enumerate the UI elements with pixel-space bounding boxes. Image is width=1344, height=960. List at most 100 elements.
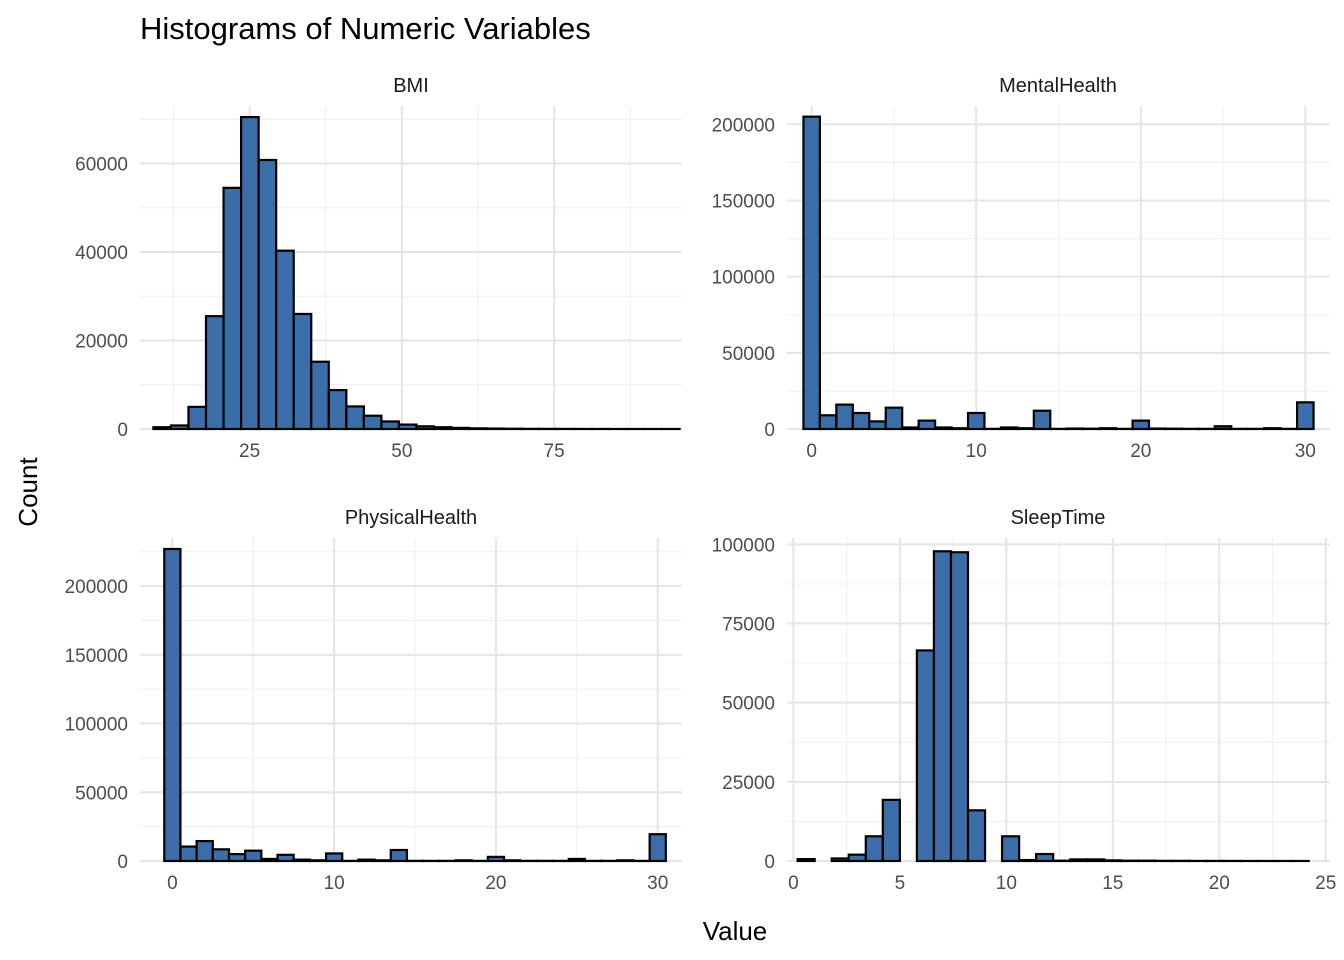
histogram-bar [450, 426, 471, 431]
bars-physicalhealth [163, 547, 667, 863]
histogram-bar [345, 405, 365, 431]
bars-mentalhealth [802, 115, 1315, 431]
y-tick-label: 0 [764, 420, 775, 441]
y-tick-label: 0 [117, 420, 128, 441]
histogram-bar [502, 859, 522, 863]
y-tick-label: 50000 [75, 783, 128, 804]
histogram-bar [163, 547, 182, 863]
y-tick-label: 75000 [722, 615, 775, 636]
histogram-bar [454, 859, 473, 863]
x-tick-label: 30 [647, 873, 668, 894]
histogram-bar [415, 425, 436, 431]
histogram-bar [835, 403, 854, 431]
x-tick-label: 0 [167, 873, 178, 894]
histogram-bar [847, 853, 867, 863]
histogram-bar [1098, 427, 1118, 431]
histogram-bar [432, 426, 453, 431]
histogram-bar [380, 420, 401, 431]
x-tick-label: 30 [1295, 441, 1316, 462]
histogram-bar [648, 833, 667, 863]
histogram-bar [868, 420, 887, 431]
histogram-bar [802, 115, 822, 431]
bars-bmi [152, 115, 681, 431]
y-tick-label: 40000 [75, 243, 128, 264]
histogram-bar [851, 411, 871, 431]
histogram-bar [933, 426, 953, 431]
panel-title-mentalhealth: MentalHealth [999, 75, 1117, 97]
x-tick-label: 75 [544, 441, 565, 462]
panel-sleeptime: SleepTime 0 5 10 15 20 25 0 25000 50000 75000 1000… [712, 507, 1337, 894]
y-axis-title: Count [13, 457, 43, 527]
y-tick-label: 50000 [722, 694, 775, 715]
x-tick-label: 50 [391, 441, 412, 462]
histogram-bar [222, 186, 243, 431]
y-tick-label: 100000 [65, 715, 128, 736]
y-tick-label: 100000 [712, 535, 775, 556]
histogram-bar [1069, 858, 1089, 863]
histogram-bar [932, 550, 953, 863]
histogram-bar [292, 312, 313, 431]
histogram-bar [901, 426, 920, 431]
histogram-bar [616, 859, 635, 863]
histogram-bar [324, 852, 344, 863]
histogram-bar [211, 848, 231, 863]
x-tick-label: 15 [1102, 873, 1123, 894]
histogram-bar [1086, 858, 1106, 863]
histogram-bar [389, 848, 409, 863]
bars-sleeptime [796, 550, 1310, 863]
histogram-bar [1103, 859, 1123, 863]
histogram-bar [864, 835, 884, 863]
y-tick-label: 0 [117, 852, 128, 873]
y-tick-label: 20000 [75, 332, 128, 353]
y-tick-label: 200000 [712, 115, 775, 136]
gridlines-mentalhealth [787, 106, 1330, 430]
panel-mentalhealth: MentalHealth 0 10 20 30 0 50000 100000 150000 20… [712, 75, 1330, 462]
x-tick-label: 20 [485, 873, 506, 894]
panel-title-sleeptime: SleepTime [1011, 507, 1106, 529]
histogram-bar [999, 426, 1019, 431]
y-tick-label: 50000 [722, 344, 775, 365]
histogram-bar [310, 360, 330, 431]
histogram-bar [292, 858, 311, 863]
histogram-bar [257, 158, 278, 431]
x-tick-label: 0 [788, 873, 799, 894]
histogram-bar [244, 849, 263, 863]
panel-bmi: BMI 25 50 75 0 20000 40000 60000 [75, 75, 682, 462]
histogram-bar [818, 414, 838, 431]
histogram-bar [950, 427, 970, 431]
histogram-bar [275, 249, 295, 431]
histogram-bar [227, 853, 247, 863]
histogram-bar [830, 857, 850, 863]
histogram-bar [1018, 858, 1038, 863]
histogram-bar [467, 427, 488, 431]
histogram-bar [373, 859, 392, 863]
y-tick-label: 60000 [75, 155, 128, 176]
x-tick-label: 20 [1209, 873, 1230, 894]
histogram-bar [308, 859, 328, 863]
x-tick-label: 10 [324, 873, 345, 894]
x-tick-label: 10 [996, 873, 1017, 894]
y-tick-label: 25000 [722, 773, 775, 794]
histogram-bar [397, 423, 418, 431]
histogram-bar [884, 406, 904, 431]
histogram-bar [204, 315, 225, 431]
histogram-bar [152, 426, 173, 431]
histogram-bar [1032, 409, 1052, 431]
x-tick-label: 25 [239, 441, 260, 462]
y-tick-label: 150000 [65, 646, 128, 667]
x-tick-label: 25 [1315, 873, 1336, 894]
histogram-bar [1295, 401, 1315, 431]
histogram-bar [169, 424, 190, 431]
x-tick-label: 0 [806, 441, 817, 462]
gridlines-physicalhealth [140, 538, 682, 862]
histogram-bar [239, 115, 260, 431]
histogram-bar [362, 414, 383, 431]
histogram-bar [1213, 425, 1233, 431]
histogram-bar [1000, 835, 1021, 863]
histogram-bar [966, 411, 986, 431]
y-tick-label: 0 [764, 852, 775, 873]
histogram-bar [881, 798, 901, 863]
histogram-bar [179, 845, 198, 863]
gridlines-sleeptime [787, 538, 1330, 862]
